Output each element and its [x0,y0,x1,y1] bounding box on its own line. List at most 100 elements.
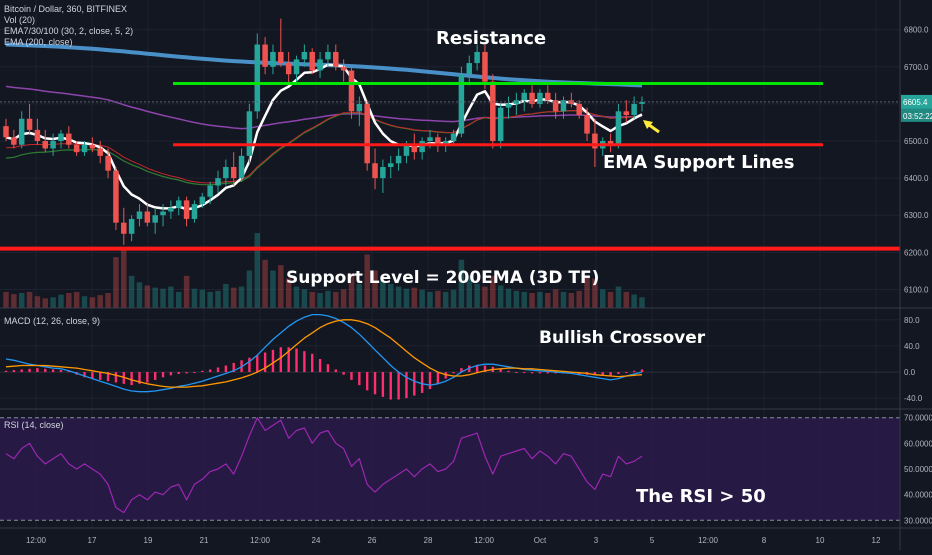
candle-body [615,111,622,145]
candle [348,66,355,119]
candle-body [191,204,198,219]
volume-bar [175,291,182,308]
candle-body [317,59,323,71]
macd-histogram-bar [224,365,228,373]
ema200-label[interactable]: EMA (200, close) [4,37,73,47]
rsi-band-layer [0,417,900,521]
volume-bar [521,291,527,308]
volume-bar [317,293,323,308]
volume-bar [458,259,465,308]
macd-histogram-bar [326,364,330,373]
candle [387,155,394,179]
volume-bar [168,286,174,308]
candle-body [34,129,41,142]
candle [450,129,457,145]
candle [3,118,9,142]
volume-bar [285,278,292,308]
volume-bar [11,294,17,308]
volume-bar [490,275,496,308]
rsi-axis-label: 60.0000 [904,439,932,448]
candle [529,85,535,108]
macd-legend[interactable]: MACD (12, 26, close, 9) [4,316,101,326]
candle [144,204,151,227]
volume-bar [81,296,88,308]
countdown-value: 03:52:22 [903,112,932,121]
volume-bar [513,290,520,308]
candle [372,148,378,190]
candle-body [183,200,190,219]
ema-ribbon-label[interactable]: EMA7/30/100 (30, 2, close, 5, 2) [4,26,134,36]
candle [262,37,268,75]
volume-indicator-label[interactable]: Vol (20) [4,15,36,25]
macd-histogram-bar [334,369,337,373]
macd-histogram-bar [601,372,604,376]
candle-body [278,51,284,64]
candle-body [230,166,237,179]
candle [18,111,25,149]
rsi-legend[interactable]: RSI (14, close) [4,420,64,430]
candle-body [380,166,386,179]
time-axis-label: 17 [88,536,97,545]
macd-layer [0,313,900,400]
candle [505,96,512,119]
volume-bar [270,270,276,308]
macd-histogram-bar [91,372,94,379]
candle-body [639,102,645,104]
macd-histogram-bar [475,364,479,373]
volume-bar [262,259,268,308]
macd-histogram-bar [20,369,23,373]
candle [285,51,292,86]
macd-histogram-bar [538,372,542,374]
candle-body [552,100,559,112]
price-axis-label: 6800.0 [904,26,929,35]
candle-body [128,218,135,234]
symbol-title[interactable]: Bitcoin / Dollar, 360, BITFINEX [4,4,128,14]
macd-histogram-bar [169,372,173,376]
macd-axis-label: 0.0 [904,368,916,377]
candle [411,133,418,160]
volume-bar [89,297,96,308]
candle-body [26,118,33,130]
candle [607,133,614,153]
volume-bar [3,291,9,308]
macd-histogram-bar [515,372,518,374]
candle [183,196,190,227]
macd-histogram-bar [4,370,8,373]
macd-histogram-bar [428,372,432,390]
candle-body [18,118,25,145]
volume-bar [152,287,158,308]
candle-body [168,207,174,212]
macd-histogram-bar [389,372,392,400]
ema-red-line [5,110,643,184]
ema-purple-line [5,85,643,130]
candle-body [450,133,457,142]
volume-bar [505,288,512,308]
candle-body [270,51,276,67]
signal-line [5,319,643,388]
volume-bar [160,288,166,308]
candle-body [199,196,206,205]
volume-bar [340,289,347,308]
macd-histogram-bar [609,372,612,376]
candle [113,166,119,231]
candle-body [293,59,300,75]
candle-body [73,144,80,153]
candle-body [592,133,598,149]
rsi-line [5,417,643,514]
volume-bar [348,273,355,308]
candle [168,200,174,219]
candle [466,55,473,86]
macd-histogram-bar [114,372,118,383]
candle-body [584,115,590,134]
macd-histogram-bar [460,368,463,373]
candle [58,129,64,149]
volume-bar [309,291,315,308]
candle-body [66,133,72,145]
candle-body [387,163,394,167]
volume-bar [301,289,308,308]
volume-bar [128,275,135,308]
volume-bar [105,293,111,308]
volume-bar [364,254,370,308]
